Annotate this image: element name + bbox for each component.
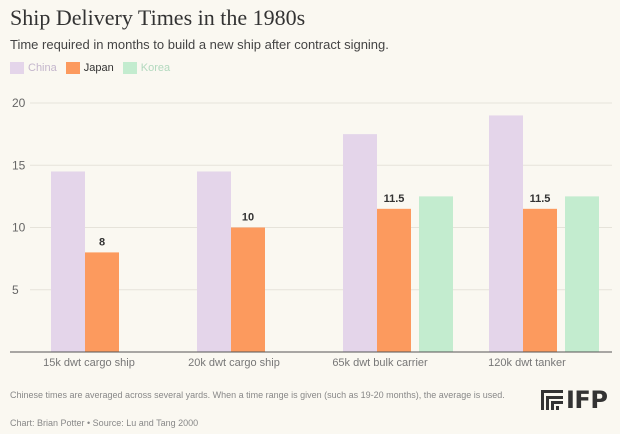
ifp-logo-text: IFP bbox=[566, 386, 608, 414]
source-credit: Chart: Brian Potter • Source: Lu and Tan… bbox=[10, 418, 199, 428]
legend-swatch-korea bbox=[122, 62, 137, 74]
footnote: Chinese times are averaged across severa… bbox=[10, 390, 505, 400]
bar-china-4 bbox=[489, 115, 523, 352]
y-tick-label-15: 15 bbox=[12, 158, 26, 172]
legend-label-japan: Japan bbox=[83, 62, 114, 74]
bar-japan-4 bbox=[523, 208, 557, 352]
ifp-logo: IFP bbox=[541, 386, 608, 414]
bar-japan-1 bbox=[85, 252, 119, 352]
y-tick-label-20: 20 bbox=[12, 96, 26, 110]
data-label-japan-2: 10 bbox=[242, 212, 254, 224]
bar-japan-2 bbox=[231, 227, 265, 352]
chart-title: Ship Delivery Times in the 1980s bbox=[10, 5, 306, 30]
data-label-japan-4: 11.5 bbox=[530, 193, 551, 205]
x-tick-label-4: 120k dwt tanker bbox=[488, 357, 566, 369]
x-tick-label-2: 20k dwt cargo ship bbox=[188, 357, 280, 369]
data-label-japan-1: 8 bbox=[99, 236, 105, 248]
y-tick-label-10: 10 bbox=[12, 221, 26, 235]
legend-swatch-china bbox=[10, 62, 24, 74]
chart-subtitle: Time required in months to build a new s… bbox=[10, 37, 389, 52]
bar-korea-4 bbox=[565, 196, 599, 352]
legend-label-china: China bbox=[28, 62, 57, 74]
bar-china-3 bbox=[343, 134, 377, 352]
legend-label-korea: Korea bbox=[140, 62, 171, 74]
y-tick-label-5: 5 bbox=[12, 283, 19, 297]
legend: China Japan Korea bbox=[10, 62, 179, 74]
ifp-logo-icon bbox=[541, 390, 563, 410]
legend-item-japan: Japan bbox=[65, 62, 114, 74]
data-label-japan-3: 11.5 bbox=[384, 193, 405, 205]
bar-china-2 bbox=[197, 171, 231, 352]
bar-china-1 bbox=[51, 171, 85, 352]
bar-japan-3 bbox=[377, 208, 411, 352]
x-tick-label-3: 65k dwt bulk carrier bbox=[332, 357, 428, 369]
x-tick-label-1: 15k dwt cargo ship bbox=[43, 357, 135, 369]
legend-swatch-japan bbox=[65, 62, 80, 74]
bar-korea-3 bbox=[419, 196, 453, 352]
legend-item-korea: Korea bbox=[122, 62, 171, 74]
legend-item-china: China bbox=[10, 62, 57, 74]
